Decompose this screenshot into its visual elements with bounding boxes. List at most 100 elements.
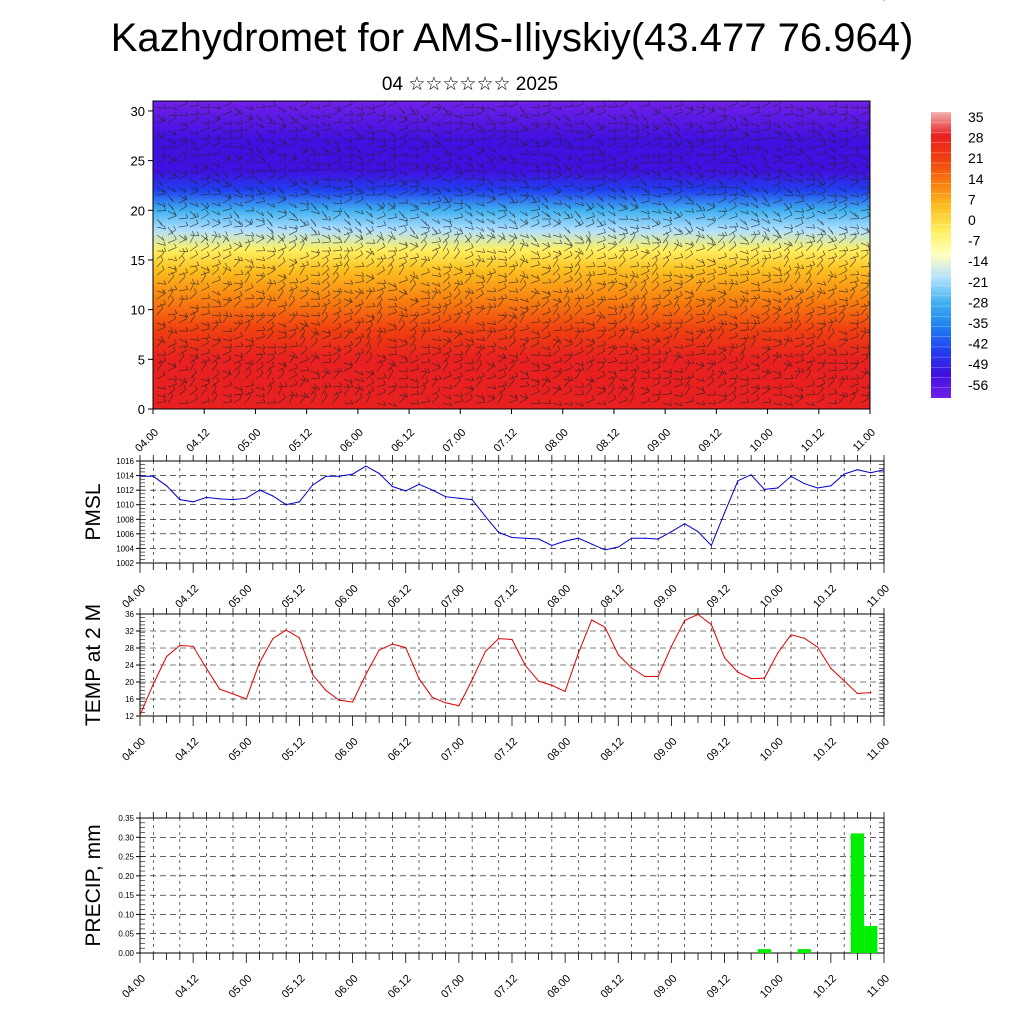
wind-barb	[827, 200, 837, 204]
wind-barb-flag	[328, 246, 332, 252]
wind-barb-flag	[612, 188, 616, 193]
wind-barb	[398, 323, 405, 332]
wind-barb	[365, 218, 374, 225]
wind-barb	[563, 291, 569, 300]
wind-barb	[651, 234, 660, 242]
wind-barb-flag	[776, 312, 780, 317]
wind-barb	[541, 162, 551, 167]
wind-barb-flag	[367, 390, 371, 396]
wind-barb	[849, 126, 859, 132]
wind-barb-flag	[163, 393, 167, 398]
wind-barb	[618, 236, 626, 244]
wind-barb	[453, 226, 462, 232]
wind-barb	[167, 186, 176, 193]
wind-barb	[827, 181, 836, 188]
wind-barb-flag	[669, 319, 673, 324]
wind-barb-flag	[284, 225, 288, 230]
wind-barb-flag	[809, 264, 813, 269]
wind-barb	[387, 194, 397, 199]
wind-barb	[574, 299, 581, 308]
wind-barb	[805, 316, 813, 324]
wind-barb	[442, 122, 453, 125]
wind-barb	[640, 170, 650, 176]
wind-barb-flag	[624, 290, 628, 295]
wind-barb-flag	[557, 312, 560, 317]
wind-barb-flag	[262, 398, 266, 403]
wind-barb-flag	[228, 370, 232, 375]
wind-barb-flag	[778, 298, 782, 303]
wind-barb-flag	[460, 308, 463, 313]
wind-barb-flag	[843, 188, 847, 193]
wind-barb-flag	[797, 271, 801, 276]
wind-barb	[541, 126, 551, 132]
wind-barb-flag	[424, 221, 428, 226]
wind-barb	[431, 206, 441, 212]
wind-barb-flag	[405, 374, 409, 379]
wind-barb	[233, 129, 244, 132]
wind-barb-flag	[412, 230, 416, 235]
wind-barb-flag	[350, 118, 354, 123]
wind-barb	[519, 378, 530, 380]
wind-barb-flag	[163, 189, 167, 194]
wind-barb-flag	[482, 398, 486, 403]
wind-barb-flag	[293, 241, 297, 246]
wind-barb	[838, 144, 848, 148]
wind-barb-flag	[625, 358, 629, 364]
wind-barb-flag	[493, 384, 497, 389]
wind-barb	[178, 250, 189, 252]
wind-barb-flag	[525, 337, 528, 343]
wind-barb	[607, 162, 617, 168]
wind-barb-flag	[262, 189, 266, 194]
wind-barb-flag	[191, 358, 195, 364]
wind-barb-flag	[834, 366, 838, 371]
wind-barb	[794, 343, 804, 348]
wind-barb-flag	[778, 267, 782, 272]
wind-barb-flag	[822, 393, 825, 398]
wind-barb	[739, 178, 748, 186]
wind-barb	[189, 234, 200, 236]
wind-barb-flag	[655, 255, 658, 260]
wind-barb-flag	[746, 192, 750, 198]
wind-barb-flag	[448, 395, 452, 400]
wind-barb-flag	[613, 330, 617, 336]
wind-barb-flag	[867, 124, 870, 129]
wind-barb-flag	[469, 232, 472, 237]
wind-barb-flag	[183, 376, 187, 382]
wind-barb-flag	[743, 189, 746, 195]
wind-barb	[541, 122, 551, 126]
wind-barb	[783, 214, 793, 220]
wind-barb-flag	[171, 198, 174, 203]
wind-barb	[167, 331, 173, 340]
wind-barb-flag	[304, 148, 307, 154]
wind-barb-flag	[656, 320, 660, 326]
wind-barb-flag	[195, 265, 198, 271]
wind-barb	[420, 352, 430, 356]
wind-barb	[673, 298, 679, 308]
wind-barb-flag	[163, 241, 166, 246]
wind-barb	[827, 217, 837, 220]
wind-barb-flag	[435, 133, 439, 138]
wind-barb	[684, 338, 694, 341]
wind-barb	[156, 338, 166, 344]
wind-barb	[717, 323, 724, 332]
wind-barb-flag	[448, 266, 452, 271]
wind-barb	[838, 379, 845, 388]
wind-barb-flag	[492, 211, 496, 216]
wind-barb-flag	[702, 388, 706, 394]
wind-barb-flag	[338, 106, 341, 111]
wind-barb	[541, 234, 551, 238]
wind-barb-flag	[515, 296, 519, 302]
wind-barb	[651, 366, 661, 372]
wind-barb-flag	[712, 153, 715, 159]
wind-barb	[365, 356, 373, 364]
wind-barb-flag	[855, 122, 859, 128]
wind-barb-flag	[526, 192, 530, 197]
wind-barb-flag	[191, 374, 195, 380]
wind-barb-flag	[701, 138, 705, 143]
wind-barb	[838, 213, 847, 220]
wind-barb	[508, 234, 518, 240]
wind-barb-flag	[504, 261, 508, 266]
wind-barb	[442, 205, 451, 212]
wind-barb	[486, 157, 495, 164]
wind-barb-flag	[655, 304, 659, 309]
